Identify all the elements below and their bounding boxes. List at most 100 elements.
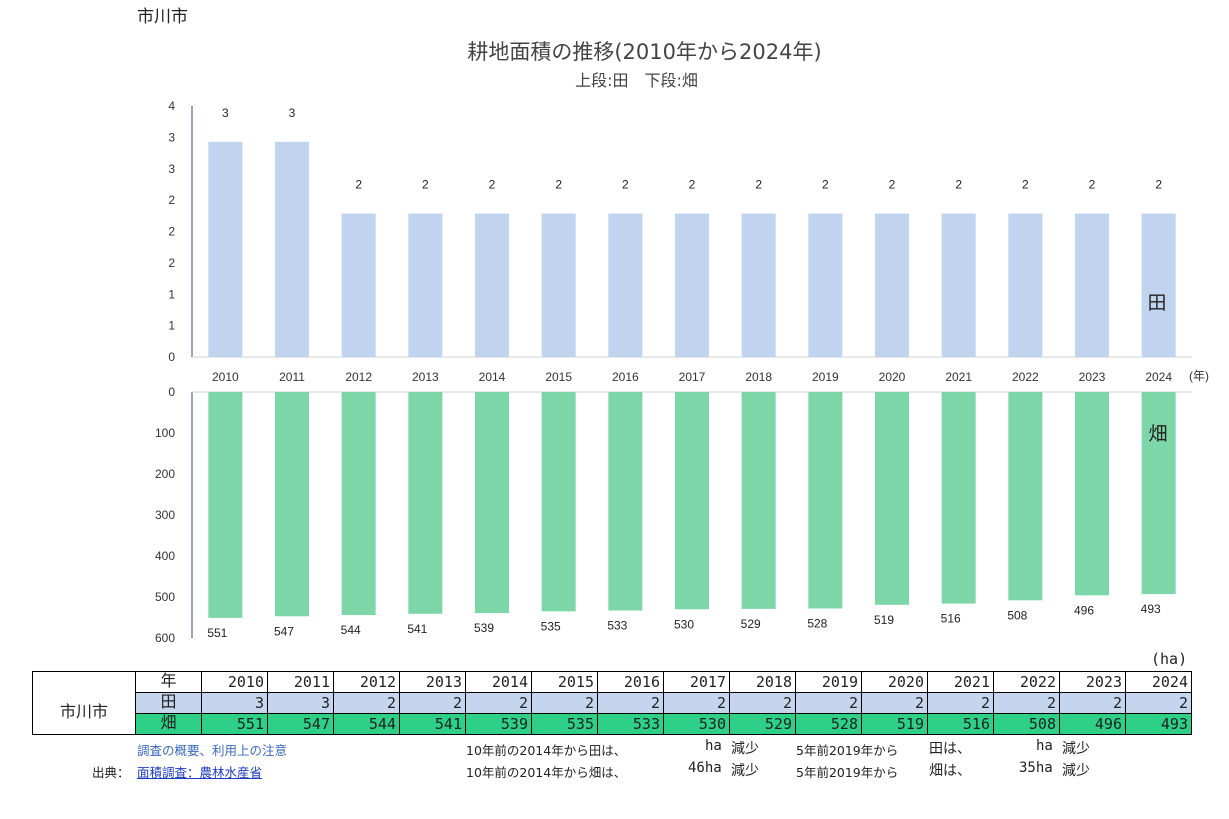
ha-data-label: 528 [807, 616, 827, 630]
table-year-cell: 2018 [729, 671, 796, 693]
ta-data-label: 2 [1155, 178, 1162, 192]
x-tick-label: 2017 [679, 370, 706, 384]
table-city-cell: 市川市 [32, 692, 136, 735]
ta-y-tick-label: 1 [168, 319, 175, 333]
note-ta-10y: 10年前の2014年から田は、 [466, 743, 627, 758]
ta-data-label: 3 [222, 106, 229, 120]
ha-series-label: 畑 [1148, 423, 1167, 445]
table-ha-cell: 530 [663, 713, 730, 735]
ta-data-label: 2 [1022, 178, 1029, 192]
ha-data-label: 533 [607, 619, 627, 633]
ha-data-label: 551 [207, 626, 227, 640]
note-ha-10y-decrease: 減少 [731, 763, 759, 779]
note-ta-5y: 5年前2019年から [796, 743, 899, 758]
x-tick-label: 2018 [745, 370, 772, 384]
survey-overview-link[interactable]: 調査の概要、利用上の注意 [137, 743, 288, 758]
table-year-cell: 2011 [267, 671, 334, 693]
ha-bar [275, 392, 309, 617]
table-ha-cell: 544 [333, 713, 400, 735]
ta-data-label: 2 [889, 178, 896, 192]
ha-data-label: 493 [1141, 602, 1161, 616]
ha-bar [941, 392, 976, 604]
ta-data-label: 2 [422, 178, 429, 192]
chart-title: 耕地面積の推移(2010年から2024年) [0, 36, 1229, 66]
ha-bar [541, 392, 576, 612]
x-tick-label: 2012 [345, 370, 372, 384]
ta-y-tick-label: 0 [168, 350, 175, 364]
ta-data-label: 2 [622, 178, 629, 192]
ta-y-tick-label: 4 [168, 99, 175, 113]
x-tick-label: 2011 [279, 370, 305, 384]
table-row-ha: 畑 551 547 544 541 539 535 533 530 529 528 519 516 50… [33, 713, 1192, 735]
table-ha-cell: 533 [597, 713, 664, 735]
table-ha-cell: 539 [465, 713, 532, 735]
note-ta-5y-decrease: 減少 [1062, 741, 1090, 757]
table-year-cell: 2022 [993, 671, 1060, 693]
table-ta-cell: 2 [795, 692, 862, 714]
ha-data-label: 547 [274, 624, 294, 638]
table-ta-cell: 2 [993, 692, 1060, 714]
ha-bar [608, 392, 643, 611]
ha-data-label: 516 [941, 612, 961, 626]
x-tick-label: 2013 [412, 370, 439, 384]
table-ha-label: 畑 [135, 713, 202, 735]
table-ta-cell: 3 [201, 692, 268, 714]
table-year-cell: 2013 [399, 671, 466, 693]
ha-y-tick-label: 500 [155, 590, 175, 604]
ha-bar [675, 392, 709, 610]
source-label: 出典： [92, 765, 130, 780]
table-year-cell: 2012 [333, 671, 400, 693]
data-table: 年 2010 2011 2012 2013 2014 2015 2016 2017 2018 20… [32, 671, 1192, 735]
table-corner-cell [32, 671, 136, 693]
ta-bar [408, 213, 443, 357]
table-ta-cell: 2 [597, 692, 664, 714]
ta-bar [1008, 213, 1043, 357]
chart-title-text: 耕地面積の推移(2010年から2024年) [467, 40, 822, 64]
ha-y-tick-label: 600 [155, 631, 175, 645]
ta-data-label: 2 [1089, 178, 1096, 192]
chart-subtitle-text: 上段:田 下段:畑 [575, 71, 698, 90]
ha-data-label: 519 [874, 613, 894, 627]
table-year-cell: 2023 [1059, 671, 1126, 693]
ha-bar [1075, 392, 1109, 596]
table-ta-cell: 2 [927, 692, 994, 714]
ta-series-label: 田 [1147, 292, 1166, 314]
ta-bar [1141, 213, 1176, 357]
source-link[interactable]: 面積調査：農林水産省 [137, 765, 263, 780]
table-ta-cell: 2 [465, 692, 532, 714]
ta-bar [741, 213, 776, 357]
ha-y-tick-label: 400 [155, 549, 175, 563]
ha-data-label: 508 [1007, 608, 1027, 622]
x-tick-label: 2024 [1145, 370, 1172, 384]
ta-bar [475, 213, 509, 357]
ha-data-label: 539 [474, 621, 494, 635]
note-ta-10y-decrease: 減少 [731, 741, 759, 757]
ha-bar [875, 392, 909, 605]
ta-bar [541, 213, 576, 357]
ta-y-tick-label: 2 [168, 225, 175, 239]
table-ta-cell: 2 [399, 692, 466, 714]
ha-bar [208, 392, 243, 618]
table-ha-cell: 547 [267, 713, 334, 735]
note-ha-5y-decrease: 減少 [1062, 763, 1090, 779]
ha-data-label: 530 [674, 617, 694, 631]
ta-bar [208, 141, 243, 357]
note-ha-5y: 5年前2019年から [796, 765, 899, 780]
table-year-cell: 2019 [795, 671, 862, 693]
table-ta-cell: 2 [531, 692, 598, 714]
ta-y-tick-label: 3 [168, 130, 175, 144]
table-ha-cell: 528 [795, 713, 862, 735]
table-ha-cell: 535 [531, 713, 598, 735]
table-year-cell: 2021 [927, 671, 994, 693]
table-year-cell: 2020 [861, 671, 928, 693]
ha-y-tick-label: 300 [155, 508, 175, 522]
table-ha-cell: 529 [729, 713, 796, 735]
table-ta-cell: 2 [663, 692, 730, 714]
table-ha-cell: 516 [927, 713, 994, 735]
table-ta-label: 田 [135, 692, 202, 714]
ta-data-label: 2 [955, 178, 962, 192]
table-ta-cell: 3 [267, 692, 334, 714]
unit-label: (ha) [1151, 650, 1188, 668]
